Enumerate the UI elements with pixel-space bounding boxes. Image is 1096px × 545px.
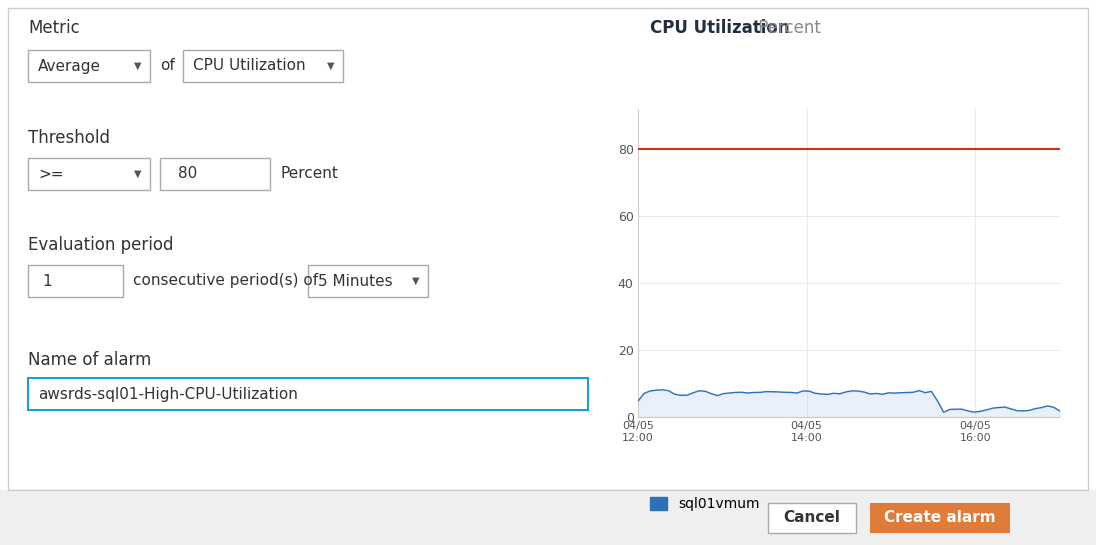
Text: ▼: ▼: [134, 169, 141, 179]
FancyBboxPatch shape: [28, 265, 123, 297]
Text: 1: 1: [42, 274, 52, 288]
Text: Metric: Metric: [28, 19, 80, 37]
Text: 5 Minutes: 5 Minutes: [318, 274, 392, 288]
Text: ▼: ▼: [134, 61, 141, 71]
Text: awsrds-sql01-High-CPU-Utilization: awsrds-sql01-High-CPU-Utilization: [38, 386, 298, 402]
Text: Percent: Percent: [279, 167, 338, 181]
Text: Average: Average: [38, 58, 101, 74]
FancyBboxPatch shape: [183, 50, 343, 82]
FancyBboxPatch shape: [160, 158, 270, 190]
Text: >=: >=: [38, 167, 64, 181]
Text: Threshold: Threshold: [28, 129, 110, 147]
Text: Create alarm: Create alarm: [884, 511, 996, 525]
Text: ▼: ▼: [328, 61, 334, 71]
Text: 80: 80: [178, 167, 197, 181]
Text: consecutive period(s) of: consecutive period(s) of: [133, 274, 318, 288]
Text: Evaluation period: Evaluation period: [28, 236, 173, 254]
Text: Percent: Percent: [753, 19, 821, 37]
Text: Name of alarm: Name of alarm: [28, 351, 151, 369]
FancyBboxPatch shape: [28, 50, 150, 82]
Text: ▼: ▼: [412, 276, 420, 286]
Text: CPU Utilization: CPU Utilization: [650, 19, 789, 37]
FancyBboxPatch shape: [28, 378, 587, 410]
Text: CPU Utilization: CPU Utilization: [193, 58, 306, 74]
Text: of: of: [160, 58, 174, 74]
FancyBboxPatch shape: [8, 8, 1088, 490]
FancyBboxPatch shape: [768, 503, 856, 533]
FancyBboxPatch shape: [28, 158, 150, 190]
Legend: sql01vmum: sql01vmum: [644, 492, 765, 517]
FancyBboxPatch shape: [308, 265, 429, 297]
Text: Cancel: Cancel: [784, 511, 841, 525]
Bar: [0, 490, 1096, 545]
FancyBboxPatch shape: [870, 503, 1011, 533]
